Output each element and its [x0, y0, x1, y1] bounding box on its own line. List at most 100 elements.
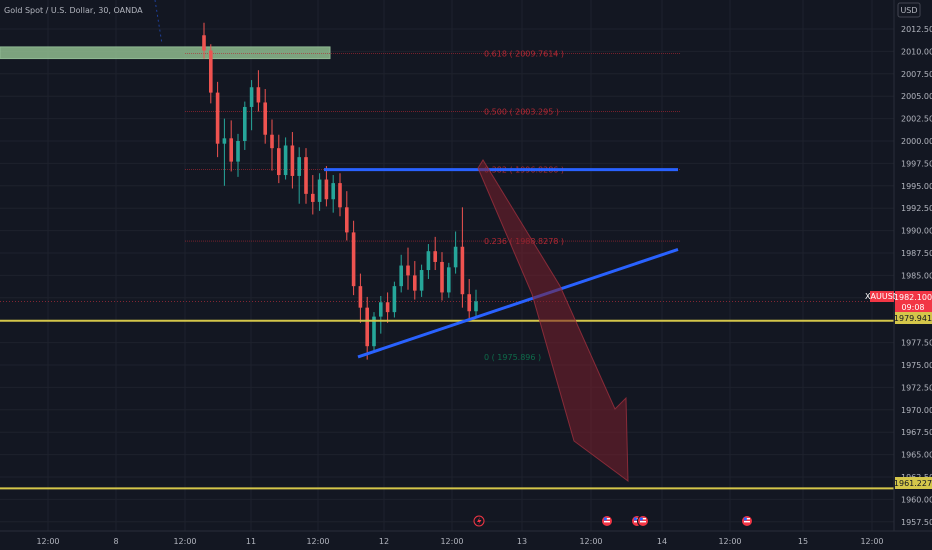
us-flag-event-icon[interactable] — [637, 515, 649, 527]
y-tick-label: 1995.000 — [901, 182, 932, 191]
x-tick-label: 14 — [657, 537, 667, 546]
x-tick-label: 12:00 — [173, 537, 196, 546]
y-tick-label: 2012.500 — [901, 25, 932, 34]
symbol-title: Gold Spot / U.S. Dollar, 30, OANDA — [4, 6, 143, 15]
candle — [338, 173, 342, 217]
candle — [311, 175, 315, 215]
symbol-tag: XAUUSD — [865, 292, 899, 301]
candle — [263, 89, 267, 144]
x-tick-label: 15 — [798, 537, 808, 546]
candle — [283, 137, 288, 180]
candle — [243, 101, 247, 150]
candle — [345, 191, 349, 241]
y-tick-label: 1972.500 — [901, 383, 932, 392]
candle — [433, 236, 437, 271]
us-flag-event-icon[interactable] — [741, 515, 753, 527]
y-tick-label: 2000.000 — [901, 137, 932, 146]
candle — [392, 281, 397, 318]
y-tick-label: 2005.000 — [901, 92, 932, 101]
y-tick-label: 1965.000 — [901, 451, 932, 460]
candle — [372, 312, 376, 351]
candle — [460, 207, 465, 308]
symbol-tag-bg — [870, 291, 894, 302]
fib-level-label: 0 ( 1975.896 ) — [484, 353, 541, 362]
x-tick-label: 8 — [113, 537, 118, 546]
candle — [297, 147, 301, 204]
x-tick-label: 12:00 — [306, 537, 329, 546]
candle — [256, 70, 261, 112]
candle — [385, 292, 390, 323]
candle — [270, 119, 274, 171]
candle — [324, 166, 329, 207]
currency-label: USD — [900, 6, 917, 15]
y-tick-label: 1960.000 — [901, 495, 932, 504]
y-tick-label: 1997.500 — [901, 159, 932, 168]
candle — [379, 296, 383, 334]
y-tick-label: 2002.500 — [901, 115, 932, 124]
candle — [447, 262, 451, 298]
candle — [351, 220, 356, 296]
candle — [358, 273, 363, 323]
y-tick-label: 1970.000 — [901, 406, 932, 415]
y-tick-label: 1990.000 — [901, 227, 932, 236]
candle — [440, 252, 444, 301]
candle — [215, 81, 220, 158]
y-tick-label: 2007.500 — [901, 70, 932, 79]
candle — [453, 231, 458, 274]
level-tag-1979: 1979.941 — [894, 312, 932, 324]
x-tick-label: 12:00 — [579, 537, 602, 546]
x-tick-label: 12:00 — [36, 537, 59, 546]
supply-zone-rectangle[interactable] — [0, 46, 331, 60]
candle — [229, 120, 233, 172]
vertical-gridlines — [47, 0, 873, 531]
candle — [304, 148, 308, 204]
level-tag-value: 1961.227 — [894, 479, 932, 488]
candle — [331, 175, 335, 213]
time-axis[interactable]: 12:00 8 12:00 11 12:00 12 12:00 13 12:00… — [0, 530, 932, 546]
candle — [467, 278, 471, 321]
fib-level-label: 0.500 ( 2003.295 ) — [484, 107, 559, 116]
last-price-value: 1982.100 — [894, 293, 932, 302]
candle — [365, 296, 369, 360]
level-tag-value: 1979.941 — [894, 314, 932, 323]
last-price-tag: XAUUSD 1982.100 09:08 — [865, 291, 932, 313]
y-tick-label: 1985.000 — [901, 271, 932, 280]
candle — [419, 264, 424, 297]
candle — [399, 254, 403, 293]
y-tick-label: 1992.500 — [901, 204, 932, 213]
us-flag-event-icon[interactable] — [601, 515, 613, 527]
candle — [236, 133, 240, 177]
x-tick-label: 12:00 — [718, 537, 741, 546]
candle — [222, 118, 227, 186]
currency-selector[interactable] — [897, 2, 921, 18]
candle — [317, 173, 322, 211]
y-tick-label: 2010.000 — [901, 47, 932, 56]
y-tick-label: 1957.500 — [901, 518, 932, 527]
candle — [413, 261, 417, 300]
candle — [249, 80, 254, 131]
x-tick-label: 11 — [246, 537, 256, 546]
y-tick-label: 1975.000 — [901, 361, 932, 370]
x-tick-label: 13 — [517, 537, 527, 546]
event-markers[interactable] — [473, 515, 753, 527]
y-tick-label: 1977.500 — [901, 339, 932, 348]
candle — [474, 289, 478, 318]
candlestick-series[interactable] — [202, 22, 478, 360]
candle — [426, 244, 431, 279]
x-tick-label: 12:00 — [440, 537, 463, 546]
rising-support-trend-line[interactable] — [357, 247, 679, 359]
level-tag-1961: 1961.227 — [894, 477, 932, 489]
lightning-event-icon[interactable] — [473, 515, 485, 527]
candle — [209, 44, 213, 104]
x-tick-label: 12 — [379, 537, 389, 546]
last-price-box — [895, 291, 932, 313]
bearish-projection-arrow[interactable] — [477, 159, 629, 483]
fib-level-label: 0.618 ( 2009.7614 ) — [484, 50, 564, 59]
x-tick-label: 12:00 — [860, 537, 883, 546]
bar-countdown: 09:08 — [901, 303, 924, 312]
candle — [277, 134, 281, 184]
candle — [202, 22, 206, 59]
y-tick-label: 1987.500 — [901, 249, 932, 258]
candle — [290, 132, 295, 189]
